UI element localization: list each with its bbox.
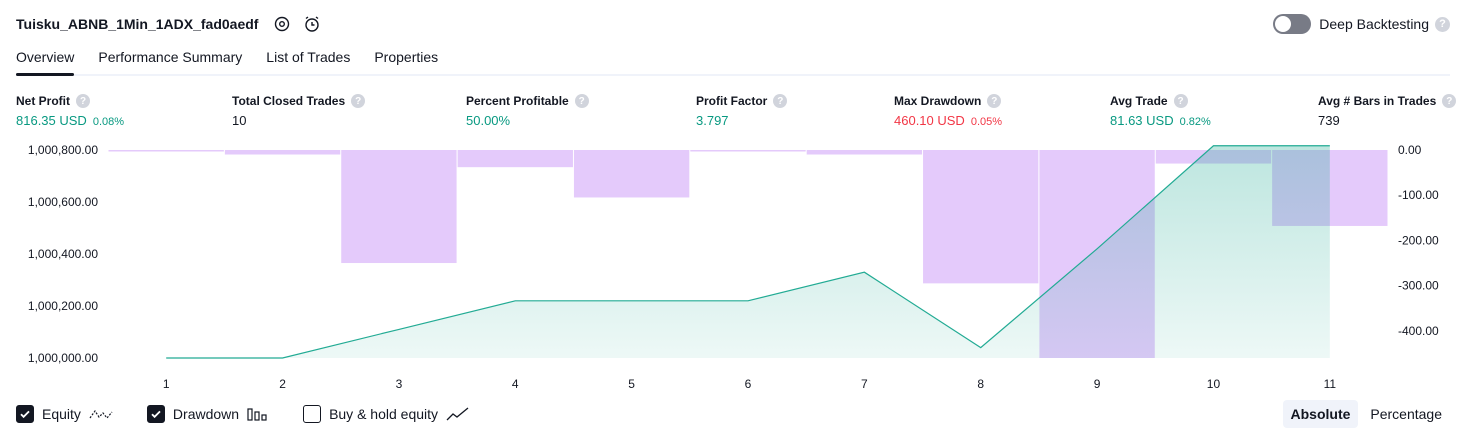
right-axis-tick: 0.00	[1398, 143, 1422, 157]
metric-percent: 0.05%	[970, 116, 1003, 128]
right-axis-tick: -200.00	[1398, 233, 1439, 247]
question-icon[interactable]: ?	[574, 94, 589, 108]
x-axis-tick: 3	[396, 377, 403, 391]
metric-label: Profit Factor	[696, 94, 768, 108]
drawdown-bar	[923, 150, 1039, 284]
report-tabs: Overview Performance Summary List of Tra…	[16, 44, 1450, 76]
metric-percent: 0.08%	[92, 116, 125, 128]
x-axis-tick: 2	[279, 377, 286, 391]
drawdown-bar	[690, 150, 806, 152]
x-axis-tick: 5	[628, 377, 635, 391]
check-icon	[20, 410, 30, 419]
question-icon[interactable]: ?	[351, 94, 366, 108]
buy-hold-line-icon	[446, 406, 470, 422]
percentage-button[interactable]: Percentage	[1370, 406, 1442, 422]
legend-buy-hold-label: Buy & hold equity	[329, 406, 439, 422]
question-icon[interactable]: ?	[1442, 94, 1457, 108]
metric-value: 3.797	[696, 113, 729, 128]
question-icon[interactable]: ?	[987, 94, 1002, 108]
question-icon[interactable]: ?	[1435, 16, 1450, 32]
tab-properties[interactable]: Properties	[374, 49, 439, 65]
gear-icon[interactable]	[272, 14, 292, 34]
deep-backtesting-label: Deep Backtesting	[1319, 16, 1429, 32]
drawdown-bar	[341, 150, 457, 264]
drawdown-bar	[224, 150, 341, 155]
drawdown-bar	[573, 150, 690, 198]
equity-line	[166, 145, 1330, 359]
equity-drawdown-chart[interactable]: 1,000,000.00 1,000,200.00 1,000,400.00 1,00…	[0, 140, 1466, 392]
legend-equity[interactable]: Equity	[16, 405, 113, 423]
right-axis: 0.00 -100.00 -200.00 -300.00 -400.00	[1398, 143, 1439, 338]
x-axis-tick: 6	[745, 377, 752, 391]
metric-value: 739	[1318, 113, 1340, 128]
left-axis-tick: 1,000,200.00	[28, 299, 98, 313]
equity-area	[166, 145, 1330, 358]
x-axis-tick: 9	[1094, 377, 1101, 391]
x-axis-tick: 1	[163, 377, 170, 391]
question-icon[interactable]: ?	[1173, 94, 1188, 108]
tab-list-of-trades[interactable]: List of Trades	[266, 49, 351, 65]
legend-equity-label: Equity	[42, 406, 81, 422]
deep-backtesting: Deep Backtesting ?	[1273, 12, 1450, 36]
metric-label: Percent Profitable	[466, 94, 569, 108]
metric-net-profit: Net Profit? 816.35 USD 0.08%	[16, 93, 124, 129]
drawdown-checkbox[interactable]	[146, 405, 165, 423]
drawdown-bar	[806, 150, 923, 155]
equity-area-fill	[166, 145, 1330, 358]
drawdown-bar	[108, 150, 224, 152]
chart-legend: Equity Drawdown Buy & hold equity	[16, 403, 504, 425]
question-icon[interactable]: ?	[76, 94, 90, 108]
x-axis-tick: 10	[1207, 377, 1221, 391]
metric-label: Max Drawdown	[894, 94, 982, 108]
metric-avg-bars-in-trades: Avg # Bars in Trades? 739	[1318, 93, 1457, 129]
metric-label: Avg # Bars in Trades	[1318, 94, 1437, 108]
equity-line-icon	[89, 406, 113, 422]
toggle-knob	[1275, 16, 1292, 32]
metric-percent: 0.82%	[1179, 116, 1211, 128]
legend-drawdown[interactable]: Drawdown	[146, 405, 269, 423]
metric-percent-profitable: Percent Profitable? 50.00%	[466, 93, 589, 129]
metric-total-closed-trades: Total Closed Trades? 10	[232, 93, 366, 129]
x-axis-tick: 4	[512, 377, 519, 391]
legend-buy-hold[interactable]: Buy & hold equity	[303, 405, 470, 423]
left-axis-tick: 1,000,600.00	[28, 195, 98, 209]
x-axis-tick: 7	[861, 377, 868, 391]
metric-value: 460.10 USD	[894, 113, 965, 128]
x-axis-tick: 11	[1324, 377, 1337, 391]
right-axis-tick: -300.00	[1398, 279, 1439, 293]
tab-performance-summary[interactable]: Performance Summary	[98, 49, 243, 65]
metric-label: Avg Trade	[1110, 94, 1168, 108]
metric-value: 10	[232, 113, 247, 128]
right-axis-tick: -100.00	[1398, 188, 1439, 202]
buy-hold-checkbox[interactable]	[303, 405, 322, 423]
check-icon	[151, 410, 161, 419]
alarm-add-icon[interactable]	[302, 14, 322, 34]
value-mode-switch: Absolute Percentage	[1279, 400, 1451, 428]
strategy-name: Tuisku_ABNB_1Min_1ADX_fad0aedf	[16, 16, 259, 32]
left-axis-tick: 1,000,800.00	[28, 143, 98, 157]
metric-max-drawdown: Max Drawdown? 460.10 USD 0.05%	[894, 93, 1002, 129]
tab-overview[interactable]: Overview	[16, 44, 75, 76]
metric-profit-factor: Profit Factor? 3.797	[696, 93, 788, 129]
metric-label: Total Closed Trades	[232, 94, 346, 108]
metric-avg-trade: Avg Trade? 81.63 USD 0.82%	[1110, 93, 1211, 129]
left-axis: 1,000,000.00 1,000,200.00 1,000,400.00 1,00…	[28, 143, 98, 365]
deep-backtesting-toggle[interactable]	[1273, 14, 1312, 34]
equity-checkbox[interactable]	[16, 405, 34, 423]
left-axis-tick: 1,000,000.00	[28, 351, 98, 365]
strategy-header: Tuisku_ABNB_1Min_1ADX_fad0aedf	[16, 12, 332, 36]
x-axis: 1 2 3 4 5 6 7 8 9 10 11	[163, 377, 1337, 391]
right-axis-tick: -400.00	[1398, 324, 1439, 338]
metric-value: 816.35 USD	[16, 113, 87, 128]
left-axis-tick: 1,000,400.00	[28, 247, 98, 261]
metric-label: Net Profit	[16, 94, 70, 108]
drawdown-bar	[457, 150, 573, 168]
absolute-button[interactable]: Absolute	[1282, 400, 1359, 428]
drawdown-bars-icon	[247, 406, 269, 422]
x-axis-tick: 8	[977, 377, 984, 391]
metric-value: 50.00%	[466, 113, 511, 128]
question-icon[interactable]: ?	[773, 94, 788, 108]
metric-value: 81.63 USD	[1110, 113, 1174, 128]
legend-drawdown-label: Drawdown	[172, 406, 240, 422]
